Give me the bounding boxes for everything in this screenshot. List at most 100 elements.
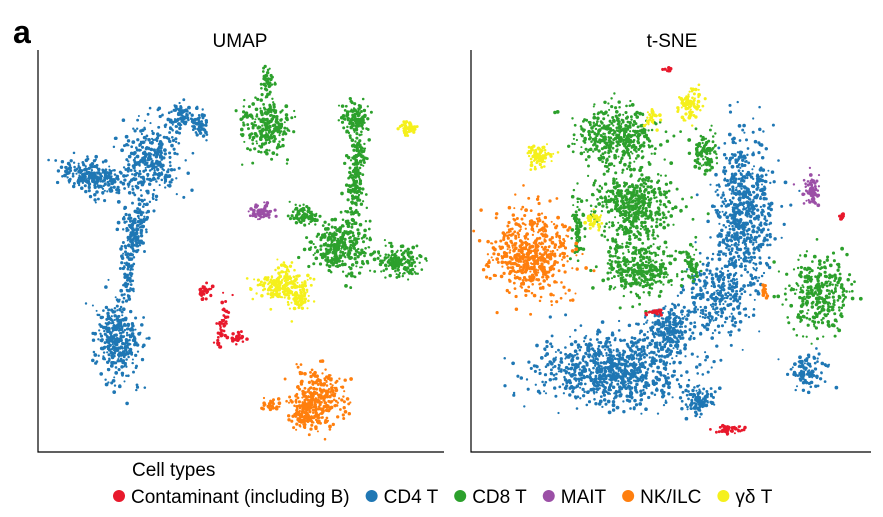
umap-point: [248, 148, 252, 152]
umap-point: [308, 276, 312, 280]
umap-point: [121, 216, 126, 221]
umap-point: [126, 139, 131, 143]
tsne-point: [754, 262, 758, 266]
umap-point: [328, 233, 331, 236]
tsne-point: [769, 181, 772, 185]
tsne-point: [667, 381, 672, 385]
tsne-point: [731, 234, 734, 237]
tsne-point: [712, 359, 716, 364]
tsne-point: [555, 373, 558, 376]
umap-point: [281, 137, 285, 142]
umap-point: [295, 428, 298, 431]
umap-point: [252, 208, 256, 213]
tsne-point: [733, 180, 737, 184]
tsne-point: [757, 186, 760, 189]
tsne-point: [533, 369, 537, 373]
umap-point: [124, 134, 129, 139]
umap-point: [407, 278, 410, 281]
umap-point: [99, 180, 102, 183]
tsne-point: [739, 218, 743, 222]
umap-point: [367, 138, 371, 142]
umap-point: [366, 117, 370, 121]
umap-point: [128, 219, 133, 223]
umap-point: [313, 373, 317, 378]
umap-point: [242, 123, 246, 127]
tsne-point: [754, 204, 758, 208]
tsne-point: [581, 366, 584, 369]
tsne-point: [589, 338, 592, 341]
umap-point: [265, 94, 269, 99]
umap-point: [291, 414, 295, 418]
tsne-point: [635, 368, 638, 371]
umap-point: [112, 185, 116, 189]
umap-point: [287, 401, 291, 404]
umap-point: [425, 259, 428, 262]
umap-point: [84, 165, 87, 168]
tsne-point: [758, 127, 762, 132]
umap-point: [93, 183, 97, 187]
tsne-point: [762, 196, 767, 201]
umap-point: [167, 183, 172, 188]
tsne-point: [659, 373, 663, 377]
umap-point: [119, 345, 124, 350]
umap-point: [114, 337, 117, 341]
umap-point: [288, 281, 292, 285]
tsne-point: [587, 390, 590, 393]
tsne-point: [598, 380, 602, 384]
umap-point: [137, 175, 140, 178]
umap-point: [168, 151, 172, 155]
umap-point: [325, 392, 328, 395]
tsne-point: [592, 366, 595, 370]
umap-point: [283, 275, 286, 278]
umap-point: [355, 203, 358, 207]
tsne-point: [629, 386, 634, 390]
tsne-point: [724, 236, 729, 240]
umap-point: [330, 388, 335, 393]
umap-point: [309, 395, 313, 399]
umap-point: [87, 189, 91, 193]
umap-point: [288, 129, 291, 133]
umap-point: [253, 278, 256, 281]
umap-point: [267, 216, 271, 219]
umap-point: [310, 423, 314, 427]
umap-point: [151, 131, 155, 136]
umap-point: [376, 250, 381, 254]
tsne-point: [763, 215, 767, 218]
tsne-point: [621, 339, 625, 342]
umap-point: [270, 276, 274, 279]
umap-point: [249, 207, 253, 211]
tsne-point: [543, 373, 548, 377]
tsne-point: [607, 410, 612, 415]
umap-point: [134, 221, 137, 225]
umap-point: [394, 252, 397, 255]
umap-point: [307, 388, 310, 391]
tsne-point: [752, 151, 755, 154]
umap-point: [123, 352, 128, 357]
umap-point: [363, 228, 367, 233]
umap-point: [339, 408, 342, 411]
umap-point: [310, 210, 313, 213]
umap-point: [363, 142, 366, 146]
umap-point: [132, 227, 135, 230]
tsne-point: [598, 350, 603, 355]
umap-point: [245, 277, 249, 280]
umap-point: [412, 260, 416, 264]
umap-point: [141, 128, 145, 132]
umap-point: [290, 301, 293, 304]
umap-point: [117, 191, 121, 195]
tsne-point: [615, 405, 620, 410]
tsne-point: [760, 155, 765, 160]
umap-point: [135, 243, 139, 248]
umap-point: [121, 228, 125, 231]
umap-point: [277, 401, 282, 406]
tsne-point: [612, 397, 616, 400]
tsne-point: [598, 340, 603, 345]
umap-point: [231, 339, 235, 343]
umap-point: [178, 126, 182, 131]
umap-point: [131, 324, 135, 328]
umap-point: [284, 104, 289, 109]
umap-point: [250, 122, 254, 126]
umap-point: [349, 159, 353, 162]
umap-point: [256, 97, 260, 101]
tsne-point: [557, 411, 560, 415]
